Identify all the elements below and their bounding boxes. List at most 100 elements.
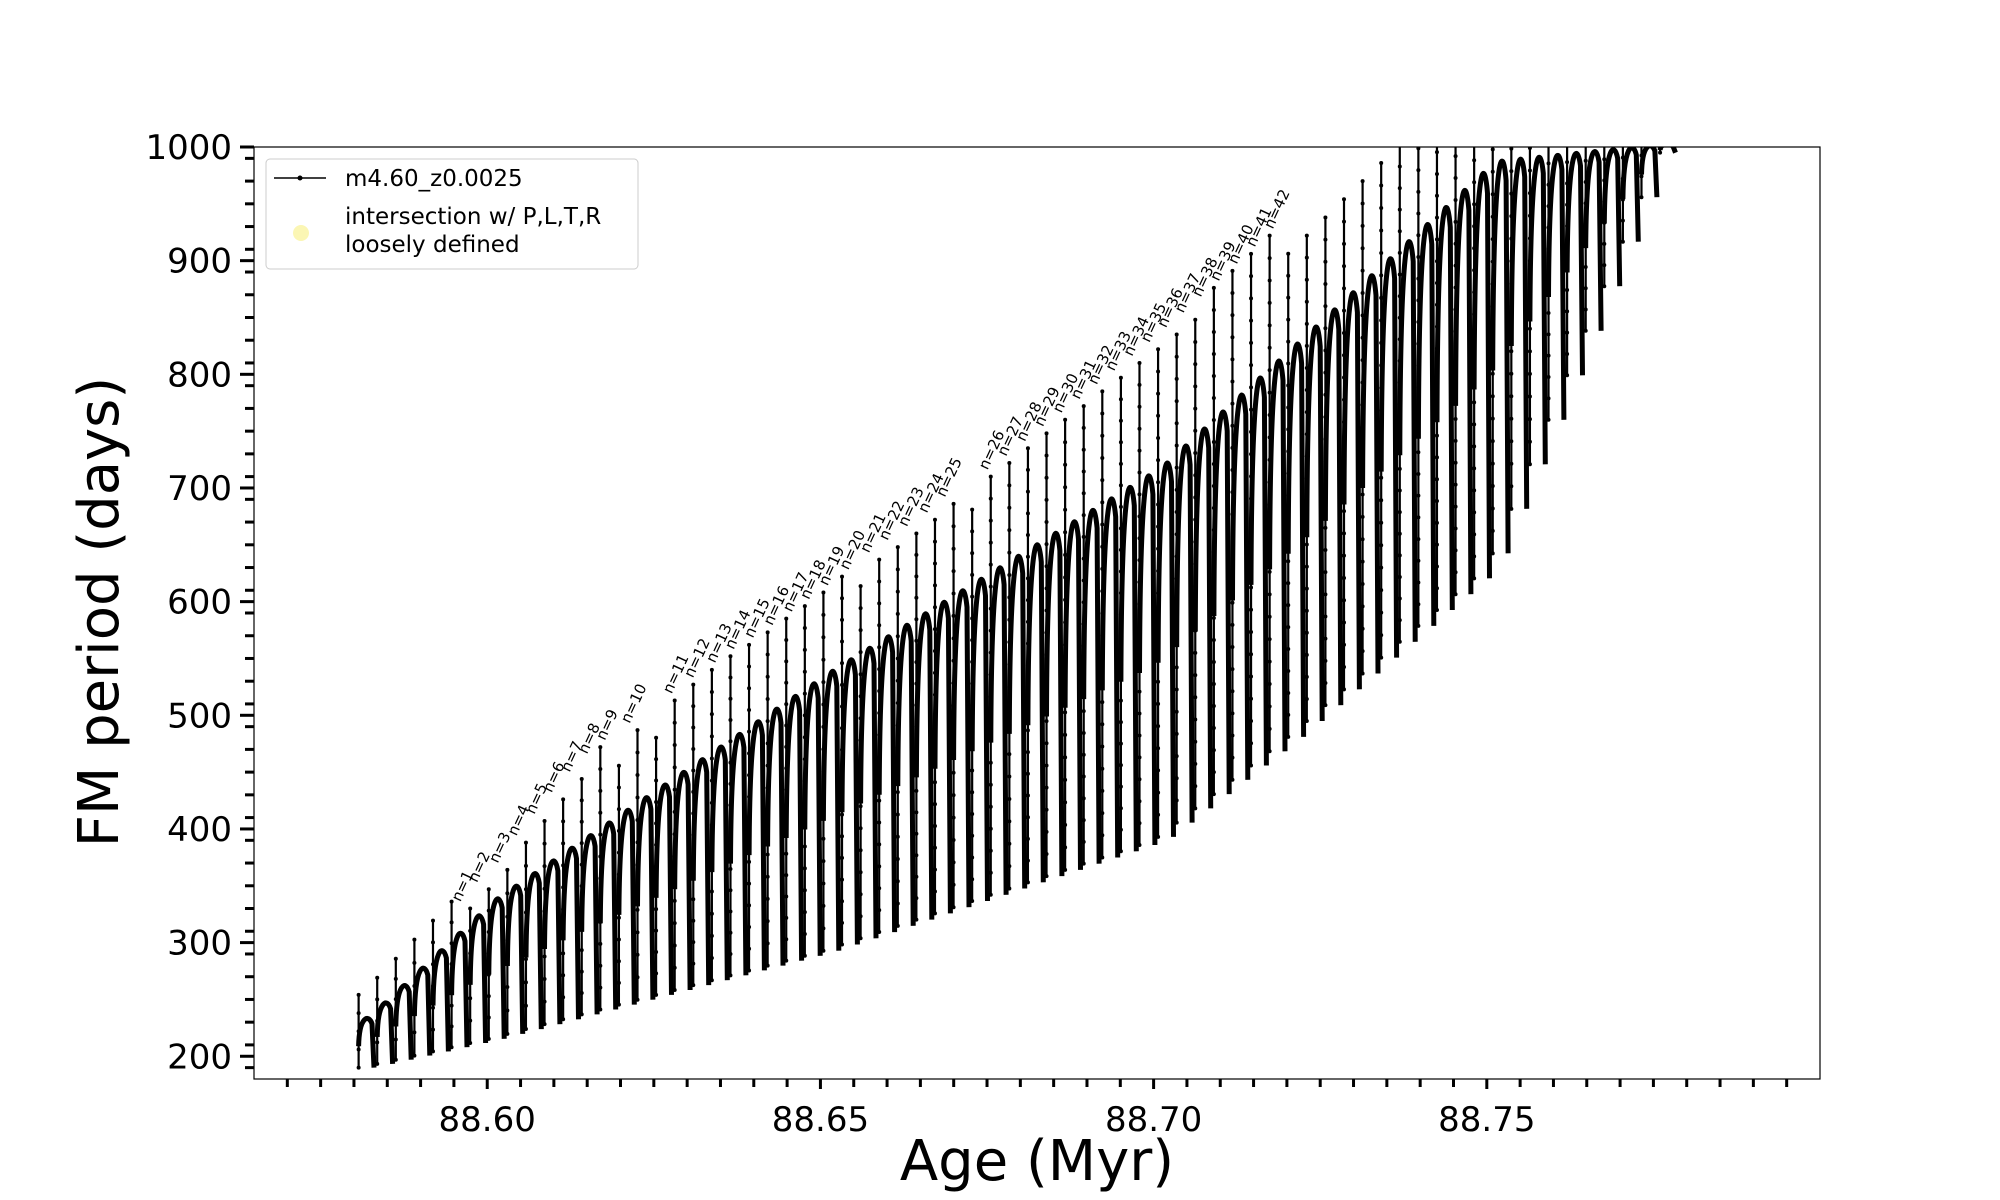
data-point <box>784 744 789 749</box>
pulse-cycle <box>1639 147 1660 200</box>
data-point <box>1565 160 1570 165</box>
data-point <box>765 785 770 790</box>
data-point <box>1546 417 1551 422</box>
data-point <box>1360 626 1365 631</box>
pulse-hump <box>523 871 544 1030</box>
data-point <box>1583 307 1588 312</box>
legend-dot-marker <box>297 175 303 181</box>
data-point <box>1230 512 1235 517</box>
data-point <box>1304 630 1309 635</box>
data-point <box>1230 689 1235 694</box>
data-point <box>821 612 826 617</box>
pulse-hump <box>1490 158 1511 554</box>
data-point <box>728 675 733 680</box>
data-point <box>1118 741 1123 746</box>
data-point <box>1304 255 1309 260</box>
data-point <box>486 1036 491 1041</box>
data-point <box>1249 763 1254 768</box>
data-point <box>802 800 807 805</box>
data-point <box>1360 649 1365 654</box>
pulse-hump <box>1620 147 1641 242</box>
data-point <box>1044 741 1049 746</box>
data-point <box>1118 526 1123 531</box>
data-point <box>1174 665 1179 670</box>
data-point <box>1490 439 1495 444</box>
data-point <box>1490 304 1495 309</box>
data-point <box>635 885 640 890</box>
pulse-cycle <box>449 899 470 1050</box>
data-point <box>858 892 863 897</box>
data-point <box>858 584 863 589</box>
data-point <box>654 821 659 826</box>
data-point <box>1286 295 1291 300</box>
data-point <box>430 1049 435 1054</box>
data-point <box>1379 340 1384 345</box>
data-point <box>616 915 621 920</box>
data-point <box>1007 796 1012 801</box>
data-point <box>1211 351 1216 356</box>
data-point <box>914 574 919 579</box>
data-point <box>747 903 752 908</box>
pulse-cycle <box>1174 332 1195 825</box>
data-point <box>356 1065 361 1070</box>
data-point <box>691 918 696 923</box>
data-point <box>1323 636 1328 641</box>
data-point <box>449 941 454 946</box>
data-point <box>802 778 807 783</box>
data-point <box>672 698 677 703</box>
data-point <box>1342 353 1347 358</box>
data-point <box>1025 446 1030 451</box>
data-point <box>1211 704 1216 709</box>
data-point <box>1397 596 1402 601</box>
data-point <box>1434 280 1439 285</box>
data-point <box>1397 423 1402 428</box>
data-point <box>1453 438 1458 443</box>
data-point <box>765 808 770 813</box>
data-point <box>1249 674 1254 679</box>
data-point <box>1565 351 1570 356</box>
pulse-hump <box>839 657 860 945</box>
data-point <box>840 769 845 774</box>
pulse-cycle <box>839 574 860 947</box>
data-point <box>840 596 845 601</box>
data-point <box>1527 304 1532 309</box>
data-point <box>1434 390 1439 395</box>
pulse-cycle <box>1044 431 1065 879</box>
data-point <box>1174 465 1179 470</box>
data-point <box>802 910 807 915</box>
data-point <box>1081 622 1086 627</box>
data-point <box>765 830 770 835</box>
data-point <box>765 630 770 635</box>
data-point <box>1025 793 1030 798</box>
data-point <box>1527 417 1532 422</box>
data-point <box>654 864 659 869</box>
data-point <box>1416 147 1421 151</box>
data-point <box>616 850 621 855</box>
data-point <box>877 908 882 913</box>
data-point <box>1267 682 1272 687</box>
data-point <box>1081 643 1086 648</box>
data-point <box>672 854 677 859</box>
data-point <box>1025 836 1030 841</box>
pulse-cycle <box>728 654 749 978</box>
data-point <box>988 562 993 567</box>
data-point <box>1063 665 1068 670</box>
data-point <box>1156 502 1161 507</box>
data-point <box>1267 480 1272 485</box>
data-point <box>1360 335 1365 340</box>
data-point <box>1323 503 1328 508</box>
data-point <box>1007 752 1012 757</box>
data-point <box>1416 341 1421 346</box>
fm-period-series <box>356 147 1678 1070</box>
data-point <box>1174 376 1179 381</box>
data-point <box>1249 719 1254 724</box>
data-point <box>1081 839 1086 844</box>
pulse-cycle <box>1527 147 1548 467</box>
data-point <box>1230 357 1235 362</box>
data-point <box>1453 329 1458 334</box>
pulse-cycle <box>393 956 414 1062</box>
data-point <box>1063 552 1068 557</box>
pulse-cycle <box>374 975 396 1066</box>
data-point <box>1118 397 1123 402</box>
data-point <box>356 992 361 997</box>
